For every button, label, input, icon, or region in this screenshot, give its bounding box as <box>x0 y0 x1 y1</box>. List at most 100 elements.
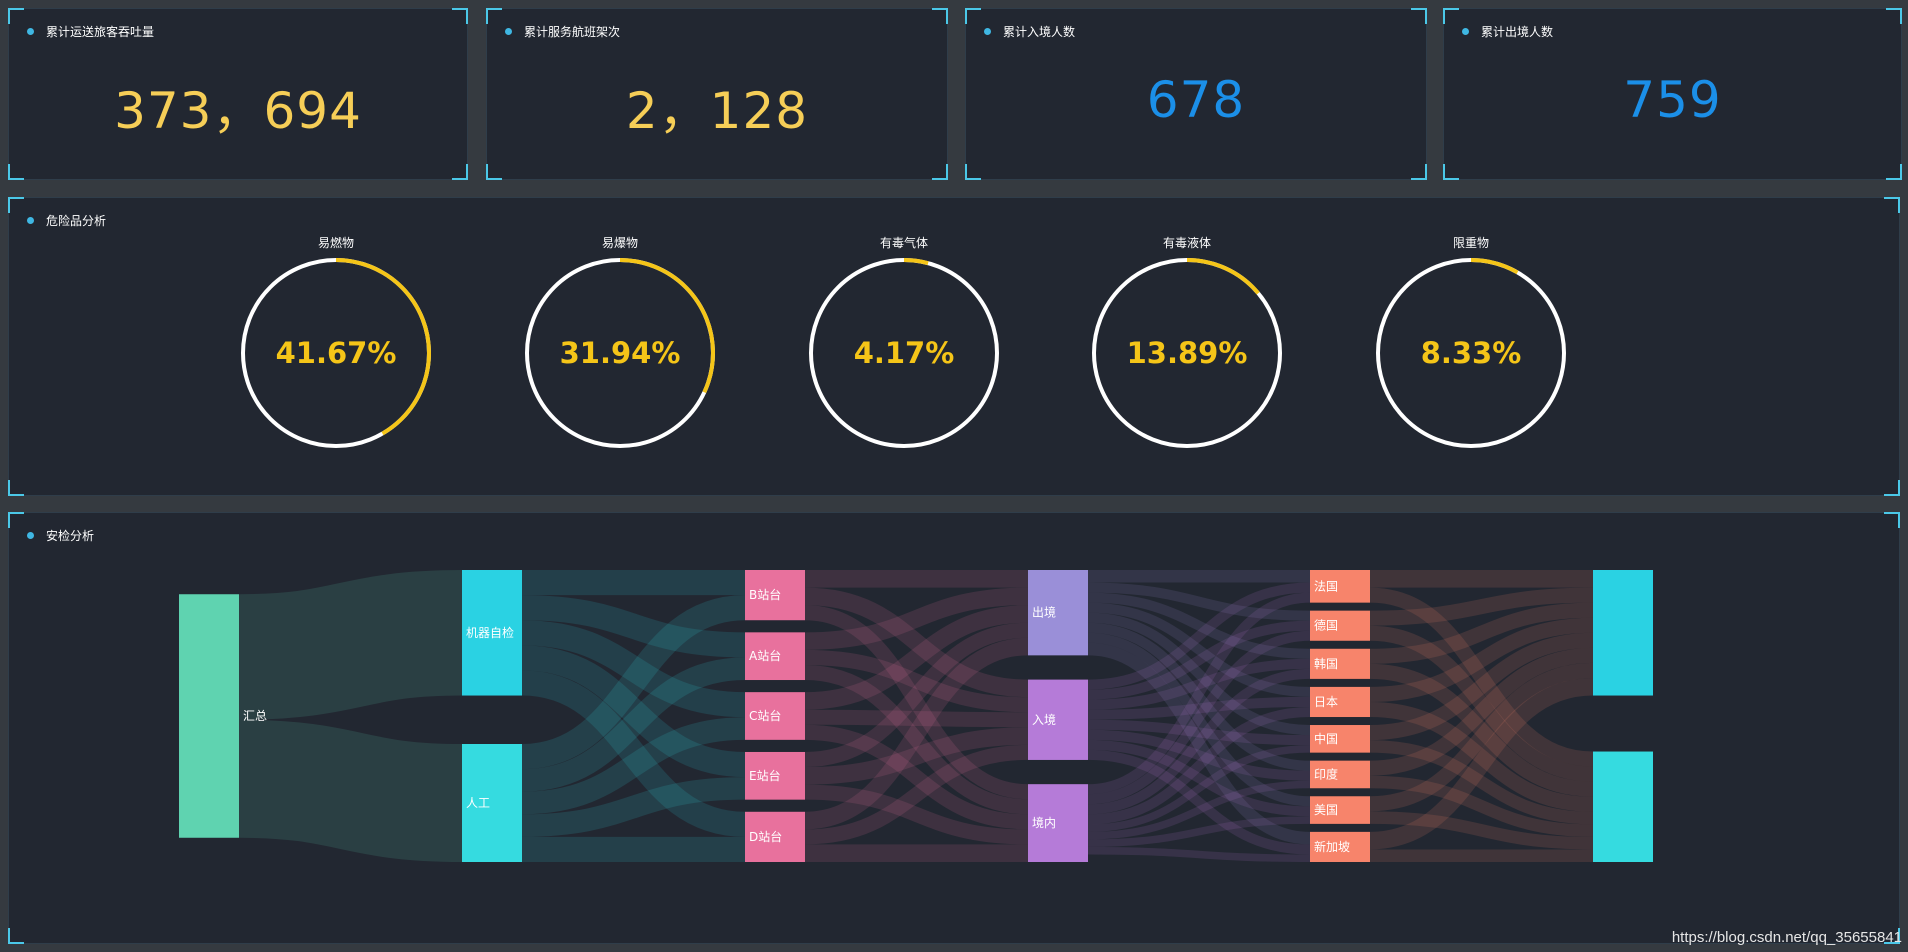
sankey-node-label: 美国 <box>1314 803 1338 817</box>
sankey-link <box>1087 749 1311 855</box>
sankey-link <box>804 637 1029 830</box>
stat-card-title: 累计入境人数 <box>984 23 1075 40</box>
gauge-arc <box>903 258 929 266</box>
gauge-1: 易燃物 41.67% <box>241 235 431 448</box>
sankey-node <box>1310 760 1370 789</box>
sankey-link <box>1087 745 1311 832</box>
gauge-value: 4.17% <box>854 336 955 370</box>
sankey-link <box>1087 729 1311 781</box>
stat-card-title: 累计出境人数 <box>1462 23 1553 40</box>
bullet-dot-icon <box>27 532 34 539</box>
sankey-link <box>804 727 1029 785</box>
sankey-link <box>1369 677 1594 850</box>
sankey-node-label: E站台 <box>749 768 781 783</box>
stat-value: 759 <box>1623 71 1722 129</box>
sankey-link <box>1087 668 1311 815</box>
sankey-link <box>1087 602 1311 697</box>
sankey-link <box>1369 625 1594 782</box>
sankey-link <box>1369 587 1594 767</box>
sankey-node-label: 人工 <box>466 796 490 810</box>
sankey-link <box>1087 582 1311 621</box>
sankey-link <box>1369 811 1594 850</box>
sankey-link <box>804 664 1029 815</box>
sankey-link <box>1087 620 1311 700</box>
sankey-node <box>745 751 805 800</box>
sankey-link <box>804 744 1029 845</box>
sankey-link <box>1087 816 1311 847</box>
sankey-node-label: 日本 <box>1314 695 1338 709</box>
bullet-dot-icon <box>505 28 512 35</box>
sankey-node <box>1593 751 1653 862</box>
gauge-arc <box>1186 258 1260 295</box>
sankey-links <box>238 569 1594 863</box>
gauge-arc <box>335 258 431 436</box>
sankey-node <box>745 570 805 621</box>
sankey-node <box>1310 570 1370 603</box>
stat-card-passengers: 累计运送旅客吞吐量 373，694 <box>8 8 468 180</box>
sankey-node <box>745 692 805 740</box>
panel-title: 危险品分析 <box>27 212 106 229</box>
sankey-link <box>521 595 746 770</box>
sankey-node <box>462 570 522 696</box>
sankey-link <box>1087 612 1311 736</box>
sankey-link <box>1087 706 1311 825</box>
gauge-2: 易爆物 31.94% <box>525 236 715 448</box>
sankey-link <box>1087 739 1311 817</box>
sankey-link <box>1087 630 1311 805</box>
sankey-link <box>1087 696 1311 720</box>
stat-card-title: 累计运送旅客吞吐量 <box>27 23 154 40</box>
sankey-node <box>1310 796 1370 824</box>
sankey-node-label: 新加坡 <box>1314 839 1350 854</box>
sankey-link <box>804 649 1029 713</box>
gauge-value: 31.94% <box>560 336 681 370</box>
sankey-link <box>1369 740 1594 825</box>
sankey-link <box>804 605 1029 800</box>
sankey-link <box>1087 622 1311 771</box>
panel-title: 安检分析 <box>27 527 94 544</box>
sankey-node <box>1028 679 1088 760</box>
sankey-node <box>1310 725 1370 753</box>
stat-value: 678 <box>1146 71 1246 129</box>
sankey-node-label: C站台 <box>749 708 781 723</box>
stat-value: 2，128 <box>625 82 809 140</box>
watermark: https://blog.csdn.net/qq_35655841 <box>1671 929 1902 946</box>
sankey-node-label: 机器自检 <box>466 625 514 640</box>
sankey-link <box>1087 632 1311 807</box>
sankey-link <box>1369 775 1594 837</box>
sankey-node <box>462 744 522 862</box>
sankey-link <box>1369 701 1594 812</box>
sankey-node <box>1593 570 1653 696</box>
sankey-link <box>521 620 746 718</box>
sankey-link <box>804 622 1029 768</box>
sankey-link <box>1087 642 1311 845</box>
sankey-node <box>1310 648 1370 679</box>
sankey-node <box>1028 570 1088 656</box>
sankey-node <box>1310 686 1370 718</box>
sankey-link <box>1087 592 1311 659</box>
sankey-link <box>521 777 746 837</box>
sankey-link <box>804 709 1029 728</box>
sankey-link <box>1087 846 1311 862</box>
sankey-link <box>1087 719 1311 746</box>
sankey-node <box>745 811 805 862</box>
sankey-link <box>804 605 1029 710</box>
sankey-link <box>521 657 746 792</box>
stat-value: 373，694 <box>114 82 362 140</box>
sankey-node <box>1310 610 1370 641</box>
sankey-link <box>238 719 463 862</box>
gauge-arc <box>619 258 715 394</box>
sankey-node-label: 德国 <box>1314 618 1338 633</box>
gauge-3: 有毒气体 4.17% <box>809 235 999 448</box>
bullet-dot-icon <box>984 28 991 35</box>
hazard-analysis-panel: 危险品分析 易燃物 41.67% 易爆物 31.94% 有毒气体 4.17% 有毒液体 13.… <box>8 197 1900 496</box>
sankey-node-label: 汇总 <box>243 709 267 723</box>
sankey-link <box>1087 658 1311 710</box>
sankey-link <box>804 587 1029 698</box>
sankey-link <box>1369 663 1594 797</box>
gauge-label: 易爆物 <box>602 236 638 250</box>
sankey-link <box>238 570 463 720</box>
sankey-link <box>521 670 746 837</box>
sankey-link <box>1369 602 1594 664</box>
sankey-node <box>1028 784 1088 862</box>
